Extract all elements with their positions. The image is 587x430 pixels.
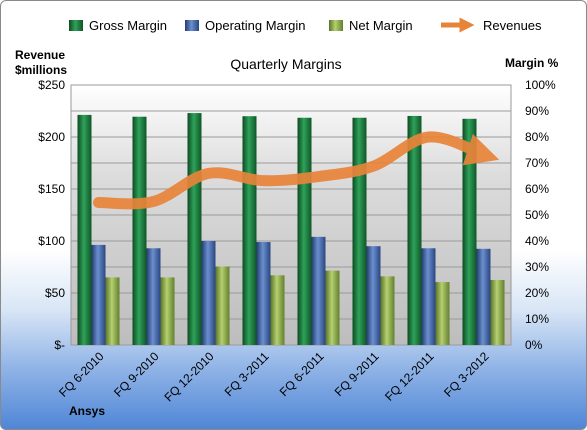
legend-item-revenues: Revenues xyxy=(441,17,542,33)
left-tick-label: $250 xyxy=(38,78,65,92)
bar-operating-margin xyxy=(91,244,106,345)
bar-operating-margin xyxy=(201,241,216,345)
bar-net-margin xyxy=(380,276,395,345)
bar-gross-margin xyxy=(187,113,202,345)
bar-gross-margin xyxy=(242,116,257,345)
right-tick-label: 80% xyxy=(525,130,549,144)
bar-gross-margin xyxy=(132,116,147,345)
legend-swatch-gross-margin xyxy=(69,20,83,31)
right-axis-ticks: 0% 10% 20% 30% 40% 50% 60% 70% 80% 90% 100% xyxy=(525,78,556,352)
left-tick-label: $50 xyxy=(45,286,65,300)
right-tick-label: 100% xyxy=(525,78,556,92)
legend-label-operating-margin: Operating Margin xyxy=(205,18,305,33)
right-tick-label: 50% xyxy=(525,208,549,222)
bar-gross-margin xyxy=(77,114,92,346)
bar-operating-margin xyxy=(311,236,326,345)
bar-net-margin xyxy=(215,266,230,345)
bar-gross-margin xyxy=(462,118,477,345)
bar-net-margin xyxy=(325,270,340,345)
legend: Gross Margin Operating Margin Net Margin… xyxy=(69,17,542,33)
footer-label: Ansys xyxy=(69,404,105,418)
bar-gross-margin xyxy=(352,117,367,345)
chart-title: Quarterly Margins xyxy=(230,56,341,72)
right-tick-label: 10% xyxy=(525,312,549,326)
bar-gross-margin xyxy=(407,115,422,345)
x-tick-label: FQ 9-2011 xyxy=(332,349,382,399)
bar-net-margin xyxy=(435,282,450,345)
bar-operating-margin xyxy=(476,248,491,345)
left-axis-label-line1: Revenue xyxy=(15,48,65,62)
legend-swatch-net-margin xyxy=(329,20,343,31)
right-tick-label: 30% xyxy=(525,260,549,274)
right-tick-label: 40% xyxy=(525,234,549,248)
bar-net-margin xyxy=(490,280,505,345)
legend-label-gross-margin: Gross Margin xyxy=(89,18,167,33)
left-tick-label: $150 xyxy=(38,182,65,196)
revenue-line-group xyxy=(93,131,500,210)
right-tick-label: 70% xyxy=(525,156,549,170)
legend-label-net-margin: Net Margin xyxy=(349,18,413,33)
right-tick-label: 90% xyxy=(525,104,549,118)
legend-swatch-operating-margin xyxy=(185,20,199,31)
x-tick-label: FQ 3-2011 xyxy=(222,349,272,399)
bar-gross-margin xyxy=(297,117,312,345)
x-tick-label: FQ 6-2011 xyxy=(277,349,327,399)
left-axis-ticks: $- $50 $100 $150 $200 $250 xyxy=(38,78,65,352)
x-tick-label: FQ 9-2010 xyxy=(111,349,162,400)
bar-operating-margin xyxy=(146,248,161,345)
right-tick-label: 0% xyxy=(525,338,543,352)
right-axis-label: Margin % xyxy=(505,56,559,70)
bar-net-margin xyxy=(105,277,120,345)
bar-operating-margin xyxy=(421,248,436,345)
bar-net-margin xyxy=(160,277,175,345)
x-tick-label: FQ 12-2011 xyxy=(382,349,437,404)
legend-item-operating-margin: Operating Margin xyxy=(185,18,305,33)
left-tick-label: $- xyxy=(54,338,65,352)
left-tick-label: $100 xyxy=(38,234,65,248)
bar-operating-margin xyxy=(366,246,381,345)
legend-item-gross-margin: Gross Margin xyxy=(69,18,167,33)
x-tick-label: FQ 6-2010 xyxy=(56,349,107,400)
legend-label-revenues: Revenues xyxy=(483,18,542,33)
bar-net-margin xyxy=(270,275,285,345)
right-tick-label: 20% xyxy=(525,286,549,300)
revenue-line xyxy=(93,131,500,210)
x-tick-label: FQ 3-2012 xyxy=(441,349,492,400)
left-axis-label-line2: $millions xyxy=(15,63,67,77)
left-tick-label: $200 xyxy=(38,130,65,144)
legend-item-net-margin: Net Margin xyxy=(329,18,413,33)
bar-operating-margin xyxy=(256,242,271,345)
x-tick-label: FQ 12-2010 xyxy=(161,349,216,404)
x-axis-ticks: FQ 6-2010 FQ 9-2010 FQ 12-2010 FQ 3-2011 FQ … xyxy=(56,349,492,404)
right-tick-label: 60% xyxy=(525,182,549,196)
